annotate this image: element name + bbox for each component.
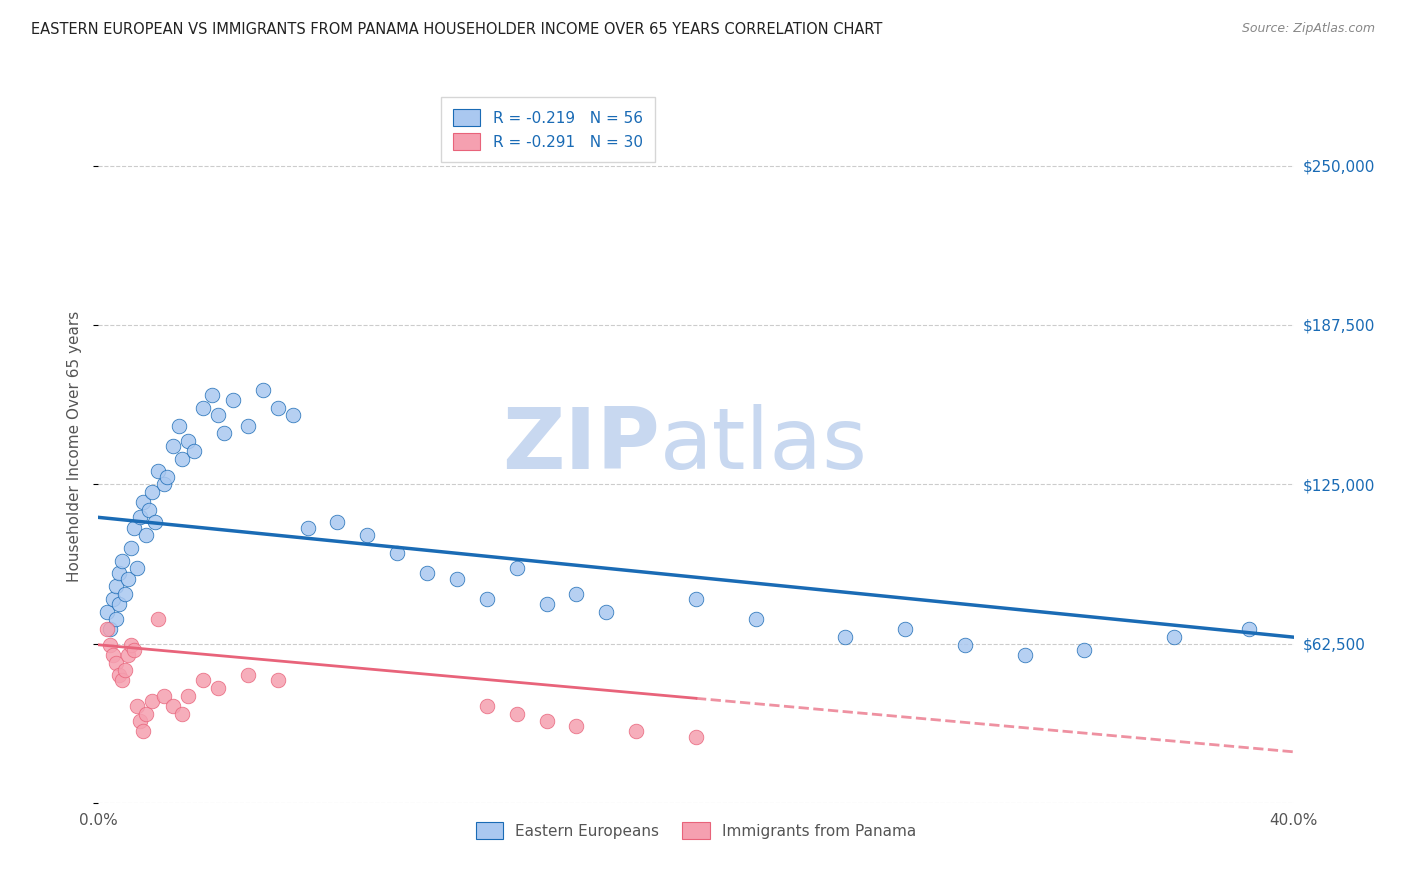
Point <box>475 591 498 606</box>
Point <box>124 643 146 657</box>
Point <box>108 668 131 682</box>
Point <box>127 698 149 713</box>
Point <box>252 383 274 397</box>
Point <box>626 724 648 739</box>
Point <box>167 418 190 433</box>
Point <box>103 648 125 662</box>
Point <box>129 714 152 729</box>
Point <box>120 541 142 555</box>
Text: Source: ZipAtlas.com: Source: ZipAtlas.com <box>1241 22 1375 36</box>
Point <box>114 587 136 601</box>
Point <box>153 477 176 491</box>
Point <box>267 673 290 688</box>
Point <box>446 572 468 586</box>
Point <box>191 673 214 688</box>
Point <box>894 623 917 637</box>
Point <box>105 656 128 670</box>
Point <box>191 401 214 415</box>
Point <box>475 698 498 713</box>
Point <box>141 484 163 499</box>
Point <box>745 612 768 626</box>
Point <box>183 444 205 458</box>
Point <box>135 528 157 542</box>
Point <box>143 516 166 530</box>
Point <box>108 566 131 581</box>
Point <box>267 401 290 415</box>
Point <box>281 409 304 423</box>
Point <box>536 714 558 729</box>
Point <box>207 409 229 423</box>
Point <box>108 597 131 611</box>
Point <box>96 605 118 619</box>
Point <box>1237 623 1260 637</box>
Point <box>172 451 194 466</box>
Point <box>326 516 349 530</box>
Point <box>506 706 529 721</box>
Point <box>565 587 588 601</box>
Point <box>96 623 118 637</box>
Point <box>124 520 146 534</box>
Point <box>416 566 439 581</box>
Point <box>111 554 134 568</box>
Text: ZIP: ZIP <box>502 404 661 488</box>
Point <box>141 694 163 708</box>
Point <box>138 502 160 516</box>
Y-axis label: Householder Income Over 65 years: Householder Income Over 65 years <box>67 310 83 582</box>
Point <box>129 510 152 524</box>
Point <box>98 638 122 652</box>
Point <box>103 591 125 606</box>
Point <box>1014 648 1036 662</box>
Point <box>117 648 139 662</box>
Point <box>177 434 200 448</box>
Point <box>536 597 558 611</box>
Point <box>98 623 122 637</box>
Point <box>177 689 200 703</box>
Point <box>236 418 259 433</box>
Point <box>117 572 139 586</box>
Point <box>120 638 142 652</box>
Point <box>172 706 194 721</box>
Point <box>105 579 128 593</box>
Point <box>153 689 176 703</box>
Point <box>953 638 976 652</box>
Text: atlas: atlas <box>661 404 868 488</box>
Point <box>595 605 617 619</box>
Point <box>207 681 229 695</box>
Point <box>1163 630 1185 644</box>
Point <box>685 730 707 744</box>
Point <box>148 465 170 479</box>
Point <box>132 724 155 739</box>
Point <box>201 388 224 402</box>
Point <box>297 520 319 534</box>
Point <box>114 663 136 677</box>
Point <box>685 591 707 606</box>
Point <box>565 719 588 733</box>
Point <box>162 439 184 453</box>
Point <box>148 612 170 626</box>
Point <box>834 630 856 644</box>
Legend: Eastern Europeans, Immigrants from Panama: Eastern Europeans, Immigrants from Panam… <box>470 816 922 845</box>
Point <box>156 469 179 483</box>
Point <box>212 426 235 441</box>
Point <box>222 393 245 408</box>
Point <box>385 546 409 560</box>
Point <box>111 673 134 688</box>
Point <box>127 561 149 575</box>
Text: EASTERN EUROPEAN VS IMMIGRANTS FROM PANAMA HOUSEHOLDER INCOME OVER 65 YEARS CORR: EASTERN EUROPEAN VS IMMIGRANTS FROM PANA… <box>31 22 883 37</box>
Point <box>135 706 157 721</box>
Point <box>1073 643 1095 657</box>
Point <box>162 698 184 713</box>
Point <box>356 528 378 542</box>
Point <box>105 612 128 626</box>
Point <box>236 668 259 682</box>
Point <box>506 561 529 575</box>
Point <box>132 495 155 509</box>
